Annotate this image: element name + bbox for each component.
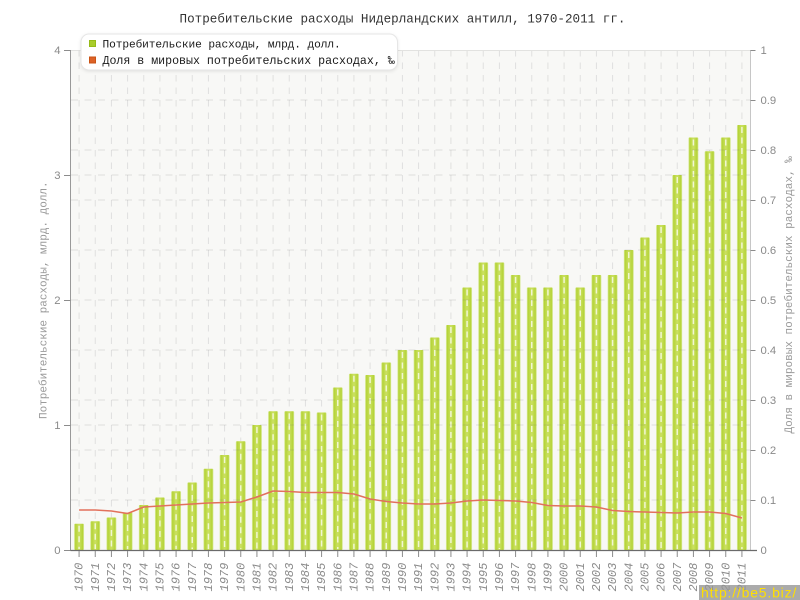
svg-text:2005: 2005 — [639, 563, 653, 592]
svg-text:4: 4 — [54, 45, 60, 57]
svg-text:Потребительские расходы, млрд.: Потребительские расходы, млрд. долл. — [103, 38, 341, 51]
svg-text:1985: 1985 — [315, 563, 329, 592]
svg-text:2006: 2006 — [655, 563, 669, 592]
svg-text:1993: 1993 — [445, 563, 459, 592]
svg-text:1979: 1979 — [218, 563, 232, 592]
svg-text:1998: 1998 — [525, 563, 539, 592]
svg-text:Потребительские расходы Нидерл: Потребительские расходы Нидерландских ан… — [180, 13, 626, 27]
svg-text:1996: 1996 — [493, 563, 507, 592]
svg-text:2011: 2011 — [736, 563, 750, 592]
svg-text:1971: 1971 — [89, 563, 103, 592]
svg-text:0: 0 — [54, 545, 60, 557]
svg-text:1981: 1981 — [251, 563, 265, 592]
svg-text:0.8: 0.8 — [761, 145, 777, 157]
svg-text:1988: 1988 — [364, 563, 378, 592]
svg-text:1997: 1997 — [509, 562, 523, 592]
svg-text:0.4: 0.4 — [761, 345, 777, 357]
svg-text:1991: 1991 — [412, 563, 426, 592]
svg-text:1: 1 — [761, 45, 767, 57]
svg-text:1982: 1982 — [267, 563, 281, 592]
svg-text:1987: 1987 — [348, 562, 362, 592]
svg-text:1970: 1970 — [73, 563, 87, 592]
svg-text:2004: 2004 — [622, 563, 636, 592]
svg-text:Доля в мировых потребительских: Доля в мировых потребительских расходах,… — [103, 55, 395, 68]
svg-text:0.1: 0.1 — [761, 495, 777, 507]
svg-text:2010: 2010 — [719, 563, 733, 592]
svg-text:Доля в мировых потребительских: Доля в мировых потребительских расходах,… — [783, 156, 796, 434]
svg-text:0.5: 0.5 — [761, 295, 777, 307]
svg-text:0: 0 — [761, 545, 767, 557]
svg-text:1995: 1995 — [477, 563, 491, 592]
svg-text:1977: 1977 — [186, 562, 200, 592]
svg-text:1: 1 — [54, 420, 60, 432]
svg-text:1975: 1975 — [154, 563, 168, 592]
svg-text:http://be5.biz/: http://be5.biz/ — [701, 585, 797, 600]
svg-text:1980: 1980 — [234, 563, 248, 592]
svg-text:2009: 2009 — [703, 563, 717, 592]
svg-text:2008: 2008 — [687, 563, 701, 592]
svg-text:0.3: 0.3 — [761, 395, 777, 407]
svg-text:2002: 2002 — [590, 563, 604, 592]
svg-text:0.6: 0.6 — [761, 245, 777, 257]
svg-text:1994: 1994 — [461, 563, 475, 592]
svg-text:2: 2 — [54, 295, 60, 307]
svg-text:0.2: 0.2 — [761, 445, 777, 457]
svg-text:1999: 1999 — [542, 563, 556, 592]
svg-text:0.9: 0.9 — [761, 95, 777, 107]
svg-text:1973: 1973 — [121, 563, 135, 592]
svg-text:1992: 1992 — [428, 563, 442, 592]
svg-text:1984: 1984 — [299, 563, 313, 592]
svg-text:1990: 1990 — [396, 563, 410, 592]
svg-text:3: 3 — [54, 170, 60, 182]
svg-text:1974: 1974 — [137, 563, 151, 592]
svg-text:1976: 1976 — [170, 563, 184, 592]
svg-text:2000: 2000 — [558, 563, 572, 592]
svg-text:1978: 1978 — [202, 563, 216, 592]
svg-text:1983: 1983 — [283, 563, 297, 592]
svg-text:1986: 1986 — [331, 563, 345, 592]
svg-text:Потребительские расходы, млрд.: Потребительские расходы, млрд. долл. — [38, 181, 51, 419]
svg-text:1989: 1989 — [380, 563, 394, 592]
svg-text:2007: 2007 — [671, 562, 685, 592]
svg-text:0.7: 0.7 — [761, 195, 777, 207]
svg-text:1972: 1972 — [105, 563, 119, 592]
svg-text:2001: 2001 — [574, 563, 588, 592]
svg-text:2003: 2003 — [606, 563, 620, 592]
